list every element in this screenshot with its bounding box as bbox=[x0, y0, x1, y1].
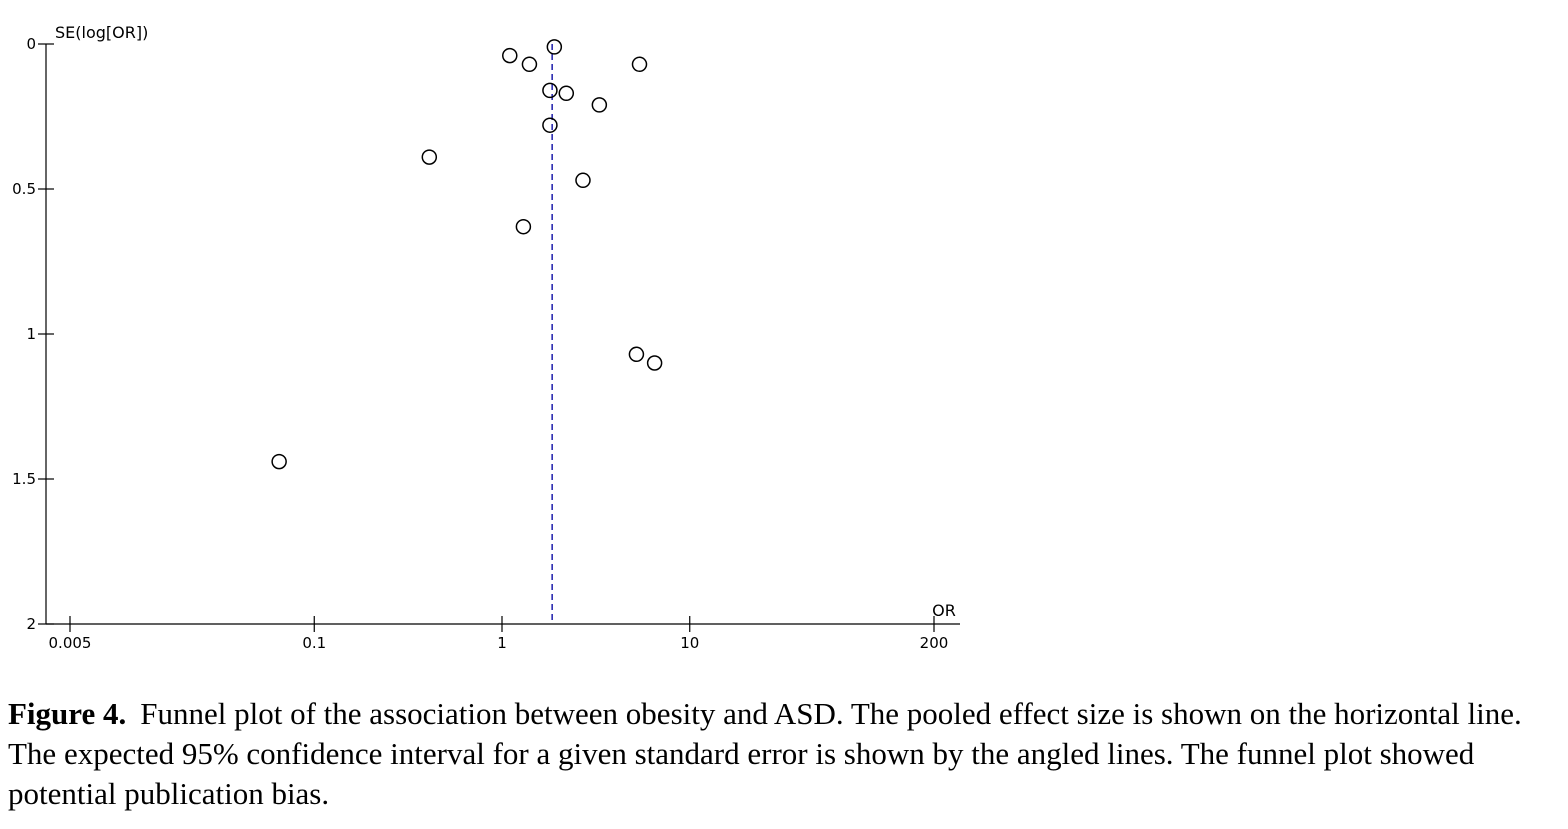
study-point bbox=[421, 149, 438, 165]
figure-label: Figure 4. bbox=[8, 696, 127, 731]
study-point bbox=[515, 218, 532, 235]
x-tick-label: 0.1 bbox=[302, 634, 326, 652]
study-point bbox=[521, 56, 538, 73]
x-axis-title: OR bbox=[932, 601, 956, 620]
y-tick-label: 1.5 bbox=[12, 470, 36, 488]
x-tick-label: 1 bbox=[497, 634, 507, 652]
funnel-plot: 0 0.5 1 1.5 2 0.005 0.1 1 10 200 SE(log[OR]) OR bbox=[12, 23, 960, 652]
y-tick-label: 1 bbox=[26, 325, 36, 343]
x-tick-label: 200 bbox=[920, 634, 949, 652]
study-points bbox=[271, 39, 663, 470]
y-axis-title: SE(log[OR]) bbox=[55, 23, 148, 42]
x-axis-ticks: 0.005 0.1 1 10 200 bbox=[49, 616, 949, 652]
y-tick-label: 2 bbox=[26, 615, 36, 633]
y-tick-label: 0.5 bbox=[12, 180, 36, 198]
study-point bbox=[542, 117, 558, 133]
study-point bbox=[646, 355, 663, 371]
study-point bbox=[502, 47, 518, 64]
study-point bbox=[628, 346, 645, 363]
study-point bbox=[546, 39, 563, 55]
figure-caption-text: Funnel plot of the association between o… bbox=[8, 696, 1522, 811]
study-point bbox=[591, 97, 608, 113]
study-point bbox=[631, 56, 648, 73]
y-axis-ticks: 0 0.5 1 1.5 2 bbox=[12, 35, 54, 633]
study-point bbox=[542, 82, 558, 99]
x-tick-label: 10 bbox=[680, 634, 699, 652]
study-point bbox=[271, 453, 287, 470]
y-tick-label: 0 bbox=[26, 35, 36, 53]
study-point bbox=[558, 85, 575, 102]
study-point bbox=[575, 172, 591, 189]
x-tick-label: 0.005 bbox=[49, 634, 92, 652]
figure-caption: Figure 4. Funnel plot of the association … bbox=[8, 694, 1564, 814]
